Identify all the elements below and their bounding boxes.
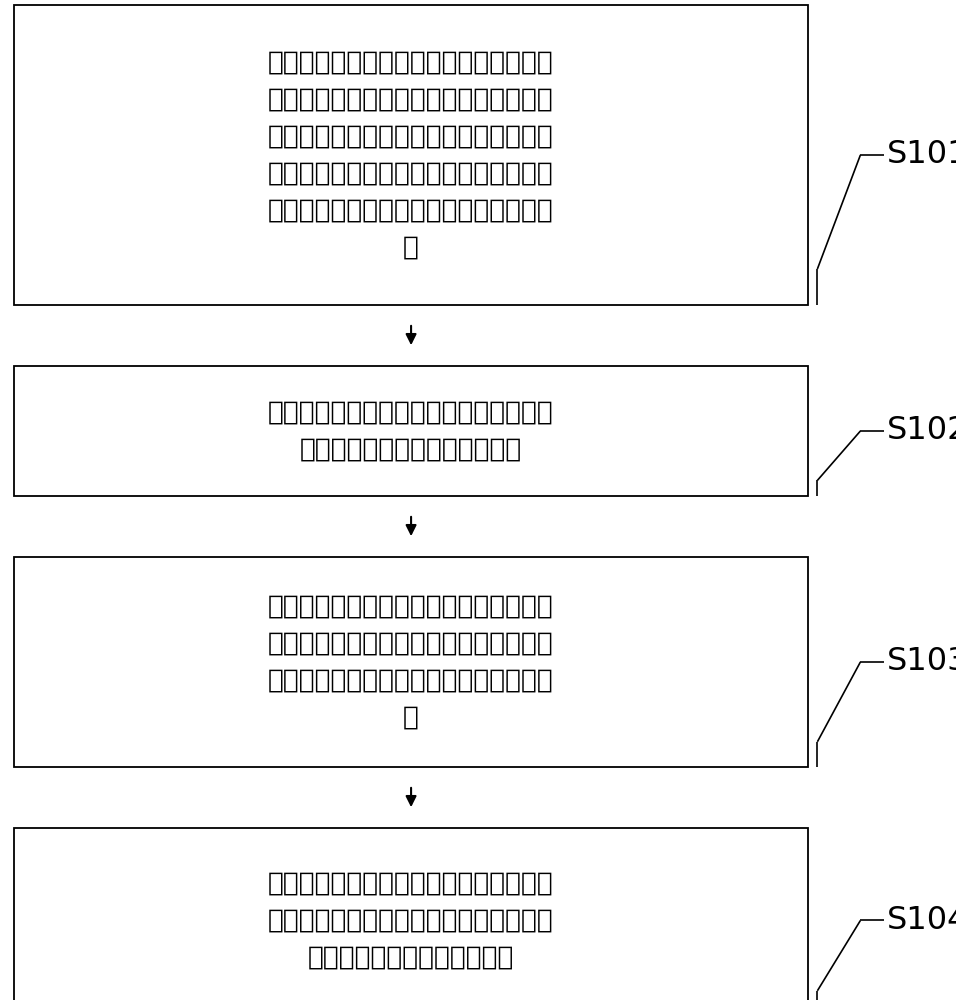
Text: S102: S102 [887,415,956,446]
Bar [14,557,808,767]
Bar [14,366,808,496]
Bar [14,828,808,1000]
Text: 利用所述目标的转弯率估计和目标在三个
不同时刻的位置和速度估计，得到目标在
所述三个不同时刻的状态估计: 利用所述目标的转弯率估计和目标在三个 不同时刻的位置和速度估计，得到目标在 所述… [269,870,554,970]
Text: 利用所述已形成试探性轨迹的所述测量组
中的三个测量和所述目标的转弯率估计，
得到目标在三个不同时刻的位置和速度估
计: 利用所述已形成试探性轨迹的所述测量组 中的三个测量和所述目标的转弯率估计， 得到… [269,593,554,730]
Text: S104: S104 [887,905,956,936]
Text: 利用已形成试探性轨迹的所述测量组中的
三个测量得到目标的转弯率估计: 利用已形成试探性轨迹的所述测量组中的 三个测量得到目标的转弯率估计 [269,399,554,462]
Text: S103: S103 [887,646,956,677]
Bar [14,5,808,305]
Text: S101: S101 [887,139,956,170]
Text: 分别从三个不同时刻的测量集中取出一个
测量，用取出的三个测量形成一测量组，
测试所述测量组中的三个测量是否同时满
足三个预设条件，并用同时满足三个预设
条件的测: 分别从三个不同时刻的测量集中取出一个 测量，用取出的三个测量形成一测量组， 测试… [269,49,554,260]
